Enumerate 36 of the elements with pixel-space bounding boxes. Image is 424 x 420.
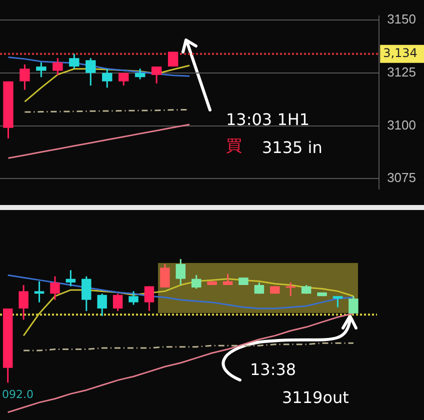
candlestick [97, 292, 107, 317]
candlestick [34, 280, 44, 304]
candlestick [286, 282, 296, 297]
candlestick [102, 68, 112, 88]
candlestick [168, 51, 178, 68]
annotation: 買 [226, 136, 242, 157]
candlestick [69, 53, 80, 70]
candlestick [348, 295, 358, 314]
annotation: 13:03 1H1 [226, 110, 310, 129]
y-tick-label: 3075 [387, 170, 416, 186]
candlestick [176, 258, 186, 286]
candlestick [191, 274, 202, 290]
candlestick [134, 68, 146, 80]
candlestick [20, 64, 30, 91]
candlestick [36, 62, 46, 78]
candlestick [160, 263, 170, 288]
candlestick [18, 284, 28, 320]
annotation: 13:38 [250, 360, 296, 379]
text: 092.0 [2, 388, 34, 401]
candlestick [144, 285, 154, 312]
y-tick-label: 3125 [387, 64, 416, 80]
y-tick-label: 3100 [387, 117, 416, 132]
candlestick [66, 269, 76, 287]
candlestick [118, 72, 129, 86]
candlestick [86, 57, 96, 86]
y-tick-label: 3150 [387, 12, 416, 27]
candlestick [112, 292, 123, 312]
annotation: 3135 in [262, 138, 322, 157]
ref-line-label: 3,134 [383, 46, 418, 60]
candlestick [128, 290, 138, 306]
candlestick [151, 66, 162, 84]
candlestick [332, 295, 343, 308]
candlestick [82, 276, 92, 312]
candlestick [50, 276, 60, 301]
text: 3119out [282, 388, 349, 407]
candlestick [52, 57, 63, 76]
